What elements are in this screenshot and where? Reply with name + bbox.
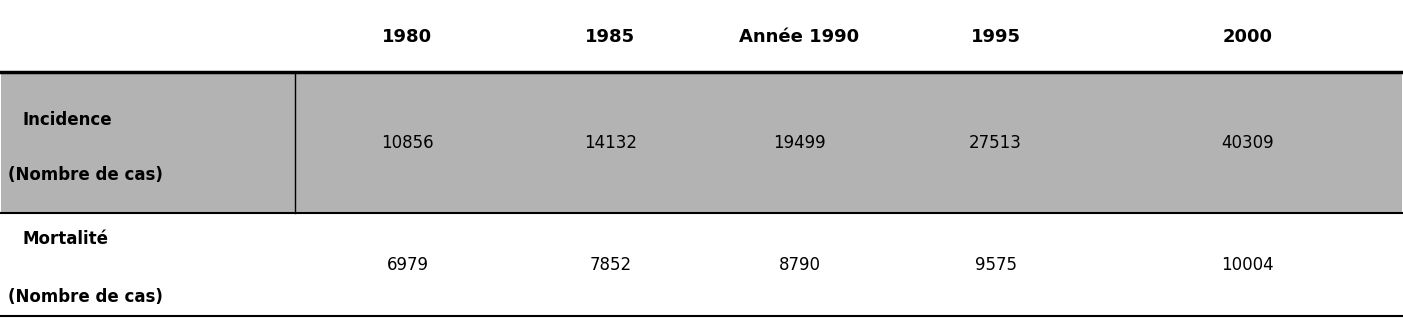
Text: 1985: 1985 <box>585 28 636 46</box>
Text: 9575: 9575 <box>975 256 1017 274</box>
Text: 19499: 19499 <box>773 134 826 152</box>
Text: 10856: 10856 <box>382 134 434 152</box>
Text: 1980: 1980 <box>383 28 432 46</box>
Text: 10004: 10004 <box>1221 256 1274 274</box>
Text: 27513: 27513 <box>969 134 1021 152</box>
Text: 1995: 1995 <box>971 28 1020 46</box>
Text: 7852: 7852 <box>589 256 631 274</box>
Text: (Nombre de cas): (Nombre de cas) <box>8 166 163 184</box>
Text: Année 1990: Année 1990 <box>739 28 860 46</box>
Text: (Nombre de cas): (Nombre de cas) <box>8 288 163 306</box>
Text: 2000: 2000 <box>1222 28 1273 46</box>
Text: Incidence: Incidence <box>22 111 112 129</box>
Text: 8790: 8790 <box>779 256 821 274</box>
Text: 40309: 40309 <box>1221 134 1274 152</box>
Text: Mortalité: Mortalité <box>22 230 108 248</box>
Text: 6979: 6979 <box>386 256 428 274</box>
Text: 14132: 14132 <box>584 134 637 152</box>
FancyBboxPatch shape <box>1 72 1402 214</box>
